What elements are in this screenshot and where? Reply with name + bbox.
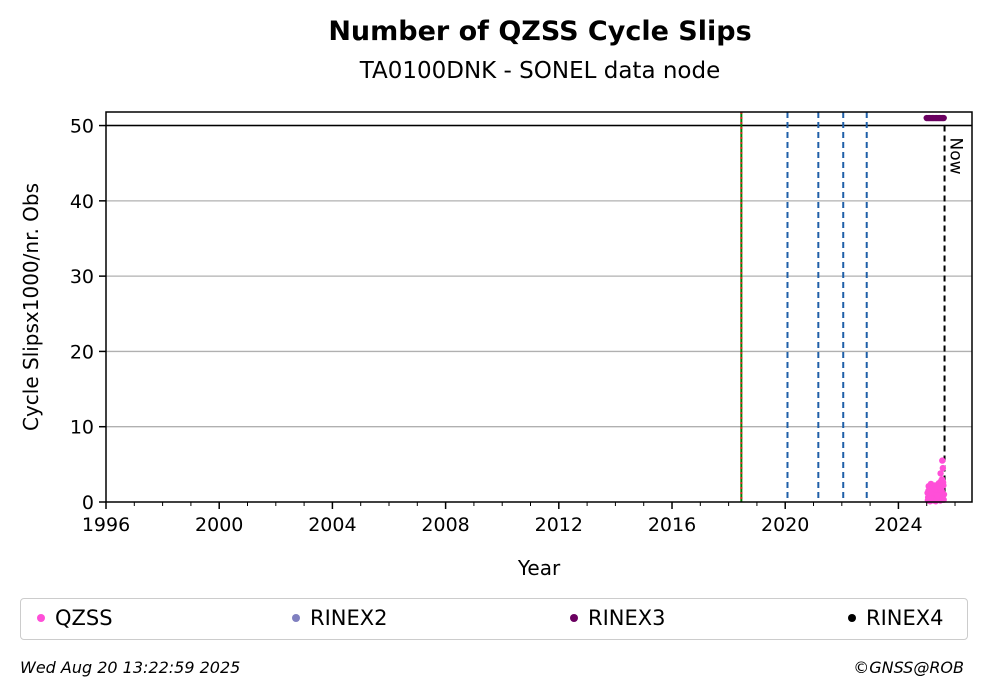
plot-frame (105, 111, 973, 503)
x-tick-label-1996: 1996 (82, 514, 130, 536)
x-tick-label-2024: 2024 (874, 514, 922, 536)
grid-layer (106, 124, 972, 428)
y-tick-label-50: 50 (70, 116, 94, 138)
footer-copyright: ©GNSS@ROB (853, 658, 964, 677)
x-axis-label: Year (517, 556, 561, 580)
y-axis-label: Cycle Slipsx1000/nr. Obs (19, 183, 43, 431)
x-tick-label-2004: 2004 (308, 514, 356, 536)
legend: QZSS RINEX2 RINEX3 RINEX4 (20, 598, 968, 640)
point-qzss (939, 457, 946, 464)
x-tick-label-2016: 2016 (648, 514, 696, 536)
legend-label-rinex3: RINEX3 (588, 606, 666, 630)
now-label: Now (946, 138, 966, 175)
x-tick-label-2008: 2008 (421, 514, 469, 536)
y-tick-label-0: 0 (82, 492, 94, 514)
y-tick-label-40: 40 (70, 191, 94, 213)
point-qzss (937, 470, 944, 477)
point-qzss (934, 492, 941, 499)
point-qzss (939, 479, 947, 486)
y-tick-label-20: 20 (70, 341, 94, 363)
points-layer (923, 114, 948, 505)
footer-timestamp: Wed Aug 20 13:22:59 2025 (20, 658, 241, 677)
cycle-slips-chart: Now 1996 2000 2004 2008 2012 2016 2020 2024 0 10 2… (19, 111, 973, 580)
chart-subtitle: TA0100DNK - SONEL data node (359, 58, 721, 84)
x-tick-label-2000: 2000 (195, 514, 243, 536)
y-tick-label-10: 10 (70, 417, 94, 439)
legend-marker-qzss (37, 614, 45, 622)
legend-item-rinex2: RINEX2 (292, 606, 388, 630)
legend-item-rinex3: RINEX3 (570, 606, 666, 630)
legend-marker-rinex3 (570, 614, 578, 622)
legend-label-rinex2: RINEX2 (310, 606, 388, 630)
legend-label-qzss: QZSS (55, 606, 113, 630)
point-rinex3 (940, 114, 947, 122)
point-qzss (939, 464, 947, 472)
vertical-lines-layer: Now (106, 112, 972, 502)
legend-label-rinex4: RINEX4 (866, 606, 944, 630)
x-tick-label-2020: 2020 (761, 514, 809, 536)
legend-marker-rinex4 (848, 614, 856, 622)
y-tick-label-30: 30 (70, 266, 94, 288)
x-tick-label-2012: 2012 (535, 514, 583, 536)
axes-layer: 1996 2000 2004 2008 2012 2016 2020 2024 0 10 20 30 4… (19, 111, 973, 580)
legend-marker-rinex2 (292, 614, 300, 622)
chart-title: Number of QZSS Cycle Slips (328, 16, 752, 47)
legend-item-qzss: QZSS (37, 606, 113, 630)
point-qzss (936, 483, 943, 491)
legend-item-rinex4: RINEX4 (848, 606, 944, 630)
